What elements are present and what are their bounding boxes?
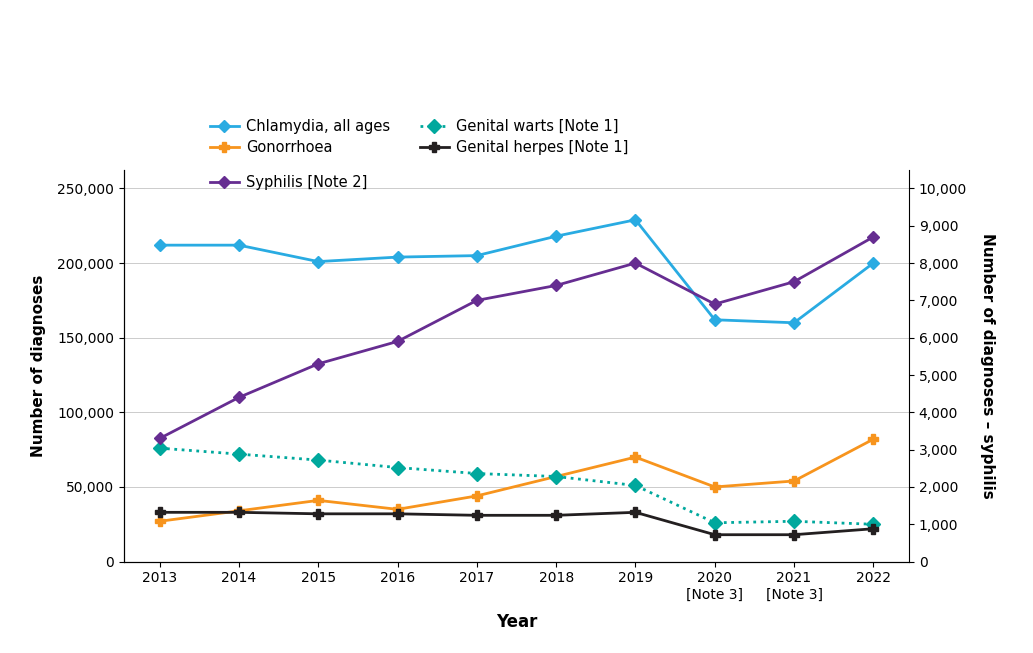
Syphilis [Note 2] <box>550 281 562 289</box>
Y-axis label: Number of diagnoses: Number of diagnoses <box>31 274 46 457</box>
Syphilis [Note 2] <box>312 360 324 368</box>
Genital warts [Note 1] <box>867 520 879 528</box>
Genital warts [Note 1] <box>232 450 245 458</box>
Chlamydia, all ages <box>629 216 641 224</box>
Gonorrhoea <box>709 483 721 491</box>
Line: Gonorrhoea: Gonorrhoea <box>155 434 878 526</box>
Syphilis [Note 2] <box>154 434 166 442</box>
Gonorrhoea <box>629 453 641 461</box>
Legend: Syphilis [Note 2]: Syphilis [Note 2] <box>210 175 368 190</box>
Chlamydia, all ages <box>709 316 721 324</box>
Syphilis [Note 2] <box>788 278 801 285</box>
Syphilis [Note 2] <box>471 296 483 304</box>
Gonorrhoea <box>392 505 404 513</box>
Genital warts [Note 1] <box>392 464 404 471</box>
Genital warts [Note 1] <box>154 444 166 452</box>
Genital herpes [Note 1] <box>392 510 404 518</box>
Syphilis [Note 2] <box>232 394 245 402</box>
Line: Genital warts [Note 1]: Genital warts [Note 1] <box>155 443 878 529</box>
Syphilis [Note 2] <box>392 338 404 345</box>
Gonorrhoea <box>232 507 245 515</box>
Chlamydia, all ages <box>788 319 801 326</box>
Gonorrhoea <box>471 492 483 500</box>
Genital herpes [Note 1] <box>471 511 483 519</box>
Syphilis [Note 2] <box>867 233 879 241</box>
Gonorrhoea <box>312 496 324 504</box>
Genital warts [Note 1] <box>629 481 641 489</box>
Y-axis label: Number of diagnoses – syphilis: Number of diagnoses – syphilis <box>979 233 995 498</box>
Chlamydia, all ages <box>392 253 404 261</box>
Chlamydia, all ages <box>867 259 879 267</box>
Genital warts [Note 1] <box>471 470 483 477</box>
Genital herpes [Note 1] <box>867 525 879 533</box>
Genital herpes [Note 1] <box>788 531 801 539</box>
Genital herpes [Note 1] <box>629 509 641 517</box>
X-axis label: Year: Year <box>496 613 537 631</box>
Gonorrhoea <box>867 436 879 443</box>
Gonorrhoea <box>788 477 801 485</box>
Line: Chlamydia, all ages: Chlamydia, all ages <box>156 215 877 327</box>
Gonorrhoea <box>550 473 562 481</box>
Gonorrhoea <box>154 517 166 525</box>
Genital herpes [Note 1] <box>550 511 562 519</box>
Chlamydia, all ages <box>550 232 562 240</box>
Genital warts [Note 1] <box>788 517 801 525</box>
Syphilis [Note 2] <box>629 259 641 267</box>
Chlamydia, all ages <box>471 251 483 259</box>
Genital herpes [Note 1] <box>232 509 245 517</box>
Genital warts [Note 1] <box>312 456 324 464</box>
Genital warts [Note 1] <box>550 473 562 481</box>
Chlamydia, all ages <box>312 258 324 266</box>
Genital herpes [Note 1] <box>709 531 721 539</box>
Line: Syphilis [Note 2]: Syphilis [Note 2] <box>156 232 877 443</box>
Chlamydia, all ages <box>154 241 166 249</box>
Genital warts [Note 1] <box>709 519 721 527</box>
Syphilis [Note 2] <box>709 300 721 308</box>
Line: Genital herpes [Note 1]: Genital herpes [Note 1] <box>155 507 878 539</box>
Genital herpes [Note 1] <box>312 510 324 518</box>
Chlamydia, all ages <box>232 241 245 249</box>
Genital herpes [Note 1] <box>154 509 166 517</box>
